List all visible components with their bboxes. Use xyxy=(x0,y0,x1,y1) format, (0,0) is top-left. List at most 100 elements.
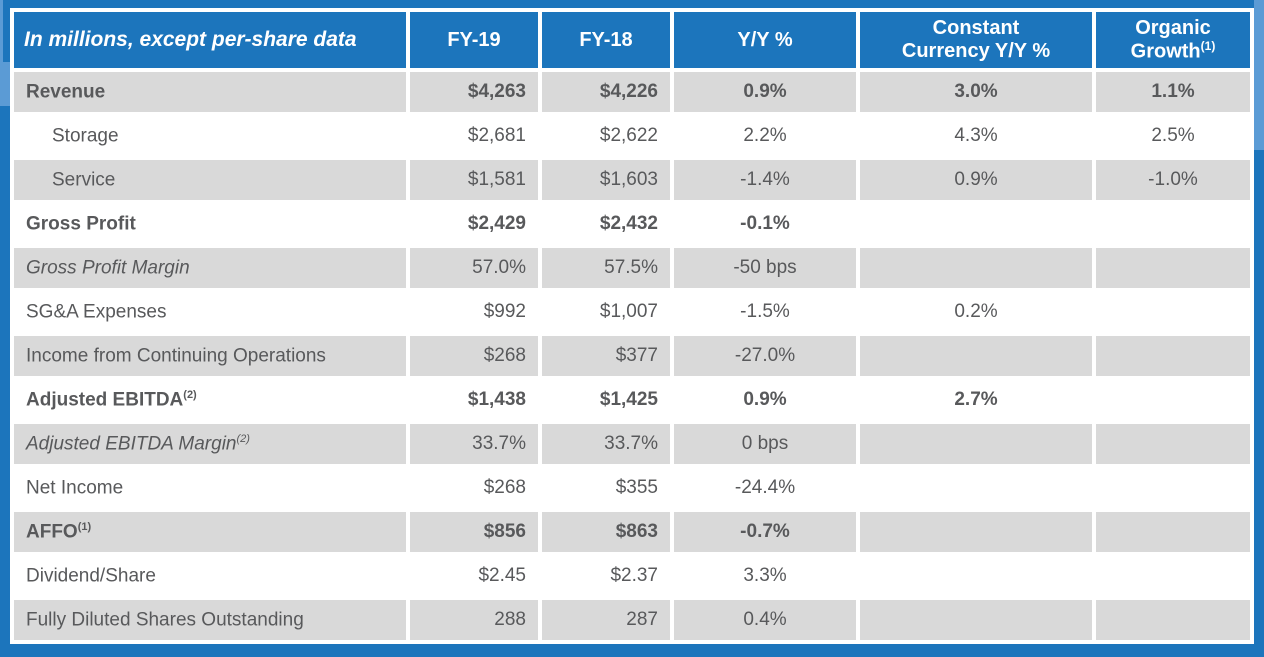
table-row-revenue: Revenue $4,263 $4,226 0.9% 3.0% 1.1% xyxy=(14,72,1250,112)
cell-cc xyxy=(860,468,1092,508)
row-label: Income from Continuing Operations xyxy=(14,336,406,376)
cell-yy: 2.2% xyxy=(743,125,787,146)
cell-fy19: $856 xyxy=(410,512,538,552)
row-label: Adjusted EBITDA Margin(2) xyxy=(14,424,406,464)
header-constant-currency-line1: Constant xyxy=(932,17,1020,39)
frame-border-left xyxy=(0,0,10,657)
header-constant-currency: Constant Currency Y/Y % xyxy=(860,12,1092,68)
table-row-gross-profit-margin: Gross Profit Margin 57.0% 57.5% -50 bps xyxy=(14,248,1250,288)
table-row-adjusted-ebitda: Adjusted EBITDA(2) $1,438 $1,425 0.9% 2.… xyxy=(14,380,1250,420)
cell-fy19: $2,429 xyxy=(467,213,526,234)
header-row: In millions, except per-share data FY-19… xyxy=(14,12,1250,68)
frame-border-right xyxy=(1254,0,1264,657)
cell-cc xyxy=(860,204,1092,244)
cell-fy18: $1,007 xyxy=(599,301,658,322)
cell-og xyxy=(1096,556,1250,596)
row-label: Storage xyxy=(52,125,119,147)
cell-fy18: $2,432 xyxy=(599,213,658,234)
cell-cc: 0.2% xyxy=(954,301,998,322)
cell-fy19: $4,263 xyxy=(410,72,538,112)
cell-og xyxy=(1096,424,1250,464)
cell-cc xyxy=(860,248,1092,288)
frame-accent-left-thin xyxy=(0,0,3,62)
frame-accent-left xyxy=(0,62,10,106)
cell-fy18: $863 xyxy=(542,512,670,552)
cell-fy19: $2.45 xyxy=(478,565,526,586)
row-label: Gross Profit xyxy=(26,213,136,235)
table-row-sga-expenses: SG&A Expenses $992 $1,007 -1.5% 0.2% xyxy=(14,292,1250,332)
cell-yy: -24.4% xyxy=(734,477,796,498)
cell-cc xyxy=(860,424,1092,464)
frame-border-bottom xyxy=(0,644,1264,657)
cell-fy18: $355 xyxy=(615,477,658,498)
cell-fy19: $268 xyxy=(410,336,538,376)
cell-yy: -27.0% xyxy=(674,336,856,376)
cell-cc xyxy=(860,336,1092,376)
table-row-income-continuing-operations: Income from Continuing Operations $268 $… xyxy=(14,336,1250,376)
cell-og xyxy=(1096,600,1250,640)
cell-fy18: 57.5% xyxy=(542,248,670,288)
cell-og xyxy=(1096,248,1250,288)
cell-og xyxy=(1096,204,1250,244)
cell-fy18: 33.7% xyxy=(542,424,670,464)
cell-fy18: $1,603 xyxy=(542,160,670,200)
cell-cc: 3.0% xyxy=(860,72,1092,112)
header-yy-pct: Y/Y % xyxy=(674,12,856,68)
cell-fy19: $268 xyxy=(483,477,526,498)
cell-cc xyxy=(860,556,1092,596)
cell-yy: -50 bps xyxy=(674,248,856,288)
cell-fy19: $1,438 xyxy=(467,389,526,410)
cell-fy19: $2,681 xyxy=(467,125,526,146)
cell-yy: -1.5% xyxy=(740,301,790,322)
row-label: Gross Profit Margin xyxy=(14,248,406,288)
cell-yy: -1.4% xyxy=(674,160,856,200)
row-label: Fully Diluted Shares Outstanding xyxy=(14,600,406,640)
header-measure: In millions, except per-share data xyxy=(14,12,406,68)
header-organic-growth-line2: Growth xyxy=(1130,40,1201,63)
cell-og xyxy=(1096,336,1250,376)
cell-fy18: $2,622 xyxy=(599,125,658,146)
cell-og: 2.5% xyxy=(1151,125,1195,146)
row-label: Adjusted EBITDA(2) xyxy=(26,388,197,411)
cell-yy: 0.9% xyxy=(743,389,787,410)
row-label: Revenue xyxy=(14,72,406,112)
cell-yy: -0.1% xyxy=(740,213,790,234)
table-row-dividend-share: Dividend/Share $2.45 $2.37 3.3% xyxy=(14,556,1250,596)
header-organic-growth-footnote: (1) xyxy=(1200,38,1216,53)
row-label: Service xyxy=(14,160,406,200)
row-label: Dividend/Share xyxy=(26,565,156,587)
table-row-service: Service $1,581 $1,603 -1.4% 0.9% -1.0% xyxy=(14,160,1250,200)
cell-cc: 4.3% xyxy=(954,125,998,146)
table-row-adjusted-ebitda-margin: Adjusted EBITDA Margin(2) 33.7% 33.7% 0 … xyxy=(14,424,1250,464)
header-organic-growth-line1: Organic xyxy=(1135,16,1211,39)
cell-og: -1.0% xyxy=(1096,160,1250,200)
table-content: In millions, except per-share data FY-19… xyxy=(10,8,1254,644)
row-label: Net Income xyxy=(26,477,124,499)
cell-fy19: $992 xyxy=(483,301,526,322)
cell-fy19: 57.0% xyxy=(410,248,538,288)
cell-fy18: $2.37 xyxy=(610,565,658,586)
table-row-fully-diluted-shares: Fully Diluted Shares Outstanding 288 287… xyxy=(14,600,1250,640)
cell-og xyxy=(1096,512,1250,552)
row-label: AFFO(1) xyxy=(14,512,406,552)
table-row-net-income: Net Income $268 $355 -24.4% xyxy=(14,468,1250,508)
frame-border-top xyxy=(0,0,1264,8)
cell-fy19: 288 xyxy=(410,600,538,640)
cell-cc: 2.7% xyxy=(954,389,998,410)
cell-yy: -0.7% xyxy=(674,512,856,552)
cell-og xyxy=(1096,292,1250,332)
header-organic-growth: Organic Growth(1) xyxy=(1096,12,1250,68)
cell-yy: 0 bps xyxy=(674,424,856,464)
frame-accent-right xyxy=(1254,0,1264,150)
cell-fy19: $1,581 xyxy=(410,160,538,200)
header-fy19: FY-19 xyxy=(410,12,538,68)
cell-cc xyxy=(860,600,1092,640)
header-constant-currency-line2: Currency Y/Y % xyxy=(901,40,1051,62)
cell-fy18: $377 xyxy=(542,336,670,376)
cell-fy19: 33.7% xyxy=(410,424,538,464)
row-label: SG&A Expenses xyxy=(26,301,167,323)
cell-og xyxy=(1096,468,1250,508)
cell-fy18: 287 xyxy=(542,600,670,640)
cell-fy18: $4,226 xyxy=(542,72,670,112)
